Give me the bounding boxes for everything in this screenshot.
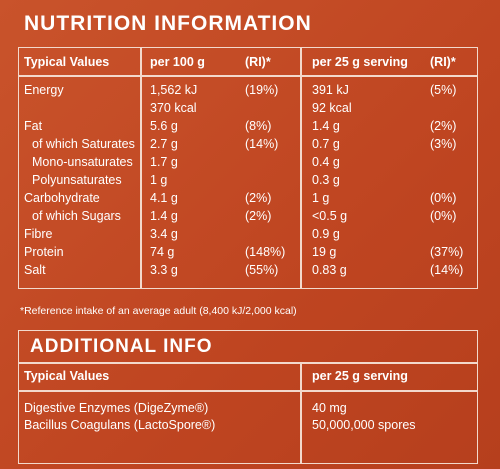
cell: <0.5 g [312, 209, 348, 223]
footnote: *Reference intake of an average adult (8… [20, 305, 297, 317]
cell: (2%) [245, 191, 272, 205]
cell: 40 mg [312, 401, 347, 415]
cell: 1,562 kJ [150, 83, 198, 97]
cell: (55%) [245, 263, 279, 277]
cell: 370 kcal [150, 101, 197, 115]
cell: 0.3 g [312, 173, 340, 187]
cell: Bacillus Coagulans (LactoSpore®) [24, 418, 216, 432]
cell: 1.7 g [150, 155, 178, 169]
column-header: Typical Values [24, 55, 110, 69]
cell: 74 g [150, 245, 175, 259]
cell: (19%) [245, 83, 279, 97]
additional-title: ADDITIONAL INFO [30, 336, 213, 357]
title-rule [18, 362, 478, 364]
col-rule [140, 47, 142, 289]
col-rule [300, 362, 302, 464]
cell: 5.6 g [150, 119, 178, 133]
cell: 3.4 g [150, 227, 178, 241]
cell: Fibre [24, 227, 53, 241]
cell: Protein [24, 245, 64, 259]
cell: 50,000,000 spores [312, 418, 416, 432]
column-header: Typical Values [24, 369, 110, 383]
cell: 1 g [312, 191, 330, 205]
column-header: per 25 g serving [312, 369, 408, 383]
cell: Energy [24, 83, 64, 97]
cell: (2%) [245, 209, 272, 223]
cell: Polyunsaturates [32, 173, 122, 187]
cell: 1 g [150, 173, 168, 187]
header-rule [18, 75, 478, 77]
cell: Digestive Enzymes (DigeZyme®) [24, 401, 209, 415]
cell: 0.83 g [312, 263, 347, 277]
cell: 19 g [312, 245, 337, 259]
cell: (0%) [430, 209, 457, 223]
cell: Mono-unsaturates [32, 155, 133, 169]
cell: of which Saturates [32, 137, 135, 151]
cell: of which Sugars [32, 209, 121, 223]
cell: 0.9 g [312, 227, 340, 241]
cell: (14%) [245, 137, 279, 151]
cell: (37%) [430, 245, 464, 259]
cell: Carbohydrate [24, 191, 100, 205]
cell: (0%) [430, 191, 457, 205]
nutrition-title: NUTRITION INFORMATION [24, 12, 312, 35]
cell: (5%) [430, 83, 457, 97]
cell: 0.4 g [312, 155, 340, 169]
cell: 2.7 g [150, 137, 178, 151]
column-header: per 100 g [150, 55, 205, 69]
cell: 3.3 g [150, 263, 178, 277]
cell: 391 kJ [312, 83, 349, 97]
cell: (2%) [430, 119, 457, 133]
cell: 4.1 g [150, 191, 178, 205]
nutrition-table [18, 47, 478, 289]
cell: 1.4 g [150, 209, 178, 223]
cell: (148%) [245, 245, 286, 259]
cell: (8%) [245, 119, 272, 133]
cell: (3%) [430, 137, 457, 151]
cell: 1.4 g [312, 119, 340, 133]
cell: 92 kcal [312, 101, 352, 115]
additional-table [18, 330, 478, 464]
header-rule [18, 390, 478, 392]
column-header: (RI)* [430, 55, 456, 69]
col-rule [300, 47, 302, 289]
cell: (14%) [430, 263, 464, 277]
cell: Salt [24, 263, 46, 277]
cell: 0.7 g [312, 137, 340, 151]
column-header: per 25 g serving [312, 55, 408, 69]
cell: Fat [24, 119, 43, 133]
column-header: (RI)* [245, 55, 271, 69]
